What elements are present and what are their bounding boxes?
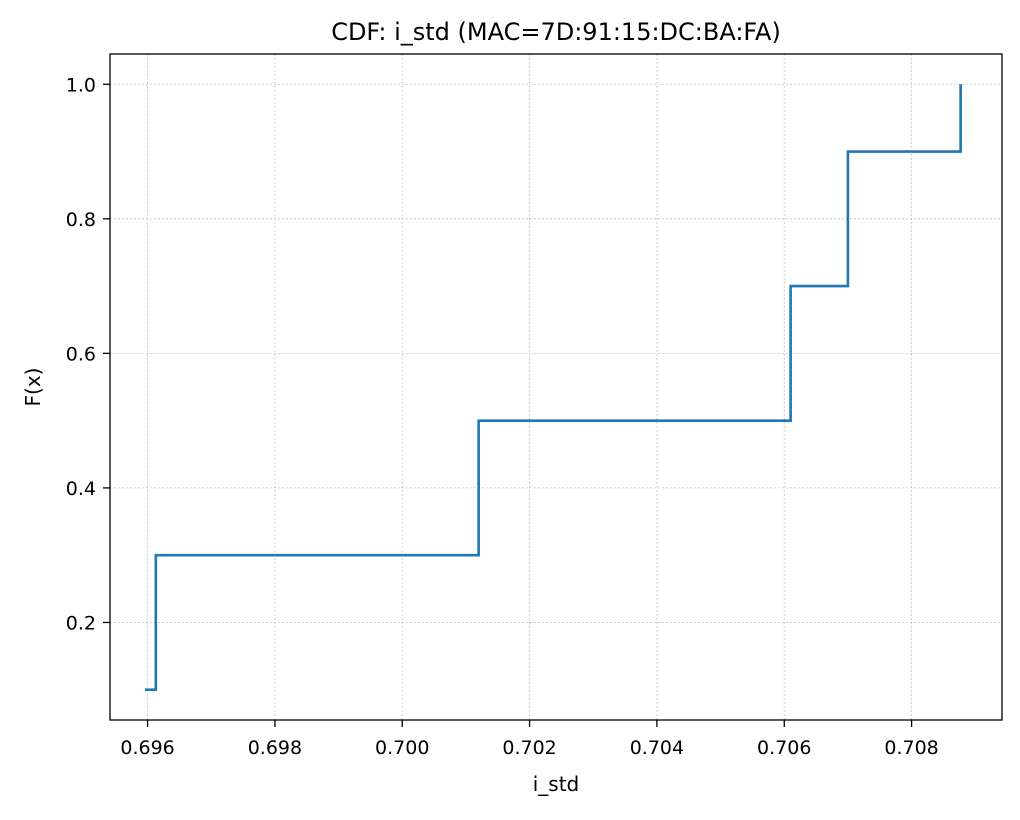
series-layer	[145, 84, 962, 692]
y-tick-label: 0.4	[66, 478, 96, 500]
y-axis-ticks: 0.2 0.4 0.6 0.8 1.0	[66, 74, 110, 634]
x-axis-label: i_std	[533, 772, 580, 796]
y-tick-label: 0.8	[66, 209, 96, 231]
plot-area	[110, 54, 1002, 720]
x-tick-label: 0.706	[757, 737, 811, 759]
y-tick-label: 0.2	[66, 612, 96, 634]
y-axis-label: F(x)	[21, 368, 45, 407]
x-tick-label: 0.708	[884, 737, 938, 759]
grid	[110, 54, 1002, 720]
y-tick-label: 0.6	[66, 343, 96, 365]
plot-frame	[109, 53, 1003, 721]
y-tick-label: 1.0	[66, 74, 96, 96]
cdf-step-line	[145, 84, 962, 692]
x-tick-label: 0.698	[248, 737, 302, 759]
chart-title: CDF: i_std (MAC=7D:91:15:DC:BA:FA)	[331, 18, 781, 46]
x-tick-label: 0.696	[120, 737, 174, 759]
x-tick-label: 0.702	[502, 737, 556, 759]
x-axis-ticks: 0.696 0.698 0.700 0.702 0.704 0.706 0.708	[120, 720, 939, 759]
x-tick-label: 0.704	[630, 737, 684, 759]
x-tick-label: 0.700	[375, 737, 429, 759]
